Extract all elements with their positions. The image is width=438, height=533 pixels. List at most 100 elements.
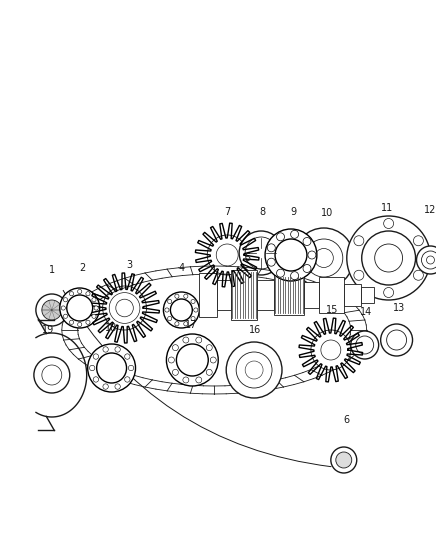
Circle shape — [116, 299, 133, 317]
Circle shape — [245, 361, 263, 379]
Circle shape — [276, 269, 285, 277]
Circle shape — [226, 342, 282, 398]
Circle shape — [184, 294, 188, 298]
Circle shape — [36, 294, 68, 326]
Circle shape — [93, 354, 99, 359]
Circle shape — [206, 369, 212, 375]
Circle shape — [381, 324, 413, 356]
Circle shape — [78, 289, 82, 294]
Circle shape — [356, 336, 374, 354]
Text: 6: 6 — [344, 415, 350, 425]
Circle shape — [239, 231, 283, 275]
Circle shape — [336, 452, 352, 468]
Bar — [217, 280, 231, 310]
Circle shape — [92, 314, 96, 318]
Circle shape — [305, 239, 343, 277]
Text: 17: 17 — [185, 320, 198, 330]
Circle shape — [267, 258, 276, 266]
Circle shape — [413, 236, 424, 246]
Circle shape — [166, 334, 218, 386]
Bar — [361, 287, 374, 303]
Circle shape — [265, 229, 317, 281]
Text: 16: 16 — [249, 325, 261, 335]
Circle shape — [109, 293, 140, 324]
Circle shape — [421, 251, 438, 269]
Circle shape — [92, 297, 96, 302]
Circle shape — [34, 357, 70, 393]
Circle shape — [314, 248, 333, 268]
Circle shape — [331, 447, 357, 473]
Text: 13: 13 — [392, 303, 405, 313]
Circle shape — [384, 219, 394, 229]
Circle shape — [191, 300, 195, 304]
Text: 11: 11 — [381, 203, 393, 213]
Circle shape — [417, 246, 438, 274]
Circle shape — [196, 377, 202, 383]
Text: 2: 2 — [80, 263, 86, 273]
Text: 8: 8 — [259, 207, 265, 217]
Text: 1: 1 — [49, 265, 55, 275]
Bar — [231, 270, 257, 320]
Circle shape — [183, 377, 189, 383]
Circle shape — [125, 354, 130, 359]
Circle shape — [374, 244, 403, 272]
Circle shape — [69, 292, 74, 296]
Text: 3: 3 — [127, 260, 133, 270]
Circle shape — [384, 287, 394, 297]
Text: 15: 15 — [325, 305, 338, 315]
Circle shape — [216, 244, 238, 266]
Circle shape — [303, 238, 311, 246]
Circle shape — [64, 297, 67, 302]
Circle shape — [210, 357, 216, 363]
Circle shape — [88, 344, 135, 392]
Circle shape — [291, 230, 299, 238]
Bar — [344, 284, 361, 306]
Circle shape — [267, 244, 276, 252]
Bar — [257, 280, 274, 310]
Circle shape — [78, 322, 82, 327]
Circle shape — [275, 239, 307, 271]
Circle shape — [427, 256, 434, 264]
Bar — [274, 275, 304, 315]
Circle shape — [308, 251, 316, 259]
Circle shape — [413, 270, 424, 280]
Circle shape — [170, 299, 192, 321]
Circle shape — [175, 294, 179, 298]
Circle shape — [354, 236, 364, 246]
Circle shape — [303, 264, 311, 272]
Circle shape — [94, 306, 98, 310]
Circle shape — [362, 231, 416, 285]
Circle shape — [86, 320, 90, 325]
Circle shape — [60, 288, 100, 328]
Circle shape — [347, 216, 431, 300]
Circle shape — [387, 330, 406, 350]
Text: 4: 4 — [178, 263, 184, 273]
Text: 5: 5 — [244, 253, 250, 263]
Circle shape — [102, 286, 146, 330]
Bar — [304, 282, 319, 308]
Circle shape — [115, 347, 120, 352]
Circle shape — [97, 353, 127, 383]
Circle shape — [93, 377, 99, 382]
Circle shape — [175, 322, 179, 326]
Circle shape — [354, 270, 364, 280]
Circle shape — [86, 292, 90, 296]
Circle shape — [236, 352, 272, 388]
Circle shape — [103, 384, 108, 389]
Text: 7: 7 — [224, 207, 230, 217]
Text: 14: 14 — [360, 307, 372, 317]
Circle shape — [64, 314, 67, 318]
Bar — [319, 277, 344, 313]
Circle shape — [42, 365, 62, 385]
Circle shape — [168, 357, 174, 363]
Circle shape — [311, 330, 351, 370]
Circle shape — [207, 235, 247, 275]
Circle shape — [61, 306, 65, 310]
Circle shape — [196, 337, 202, 343]
Text: 19: 19 — [42, 325, 54, 335]
Text: 12: 12 — [424, 205, 437, 215]
Circle shape — [103, 347, 108, 352]
Circle shape — [173, 345, 178, 351]
Circle shape — [168, 317, 172, 321]
Text: 18: 18 — [105, 323, 117, 333]
